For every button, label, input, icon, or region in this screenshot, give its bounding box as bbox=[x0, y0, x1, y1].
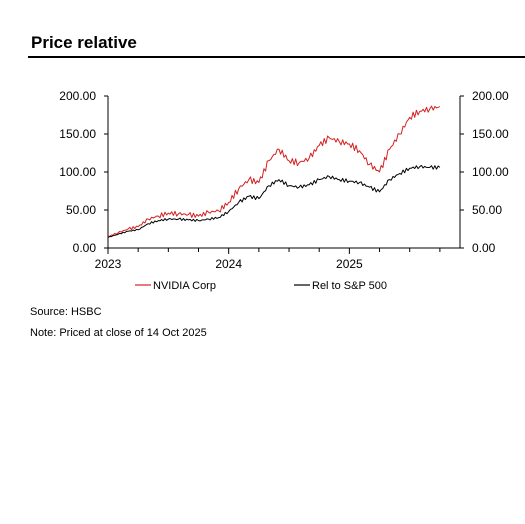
series-lines bbox=[107, 105, 441, 238]
y-tick-label-right: 200.00 bbox=[472, 89, 509, 103]
y-tick-label-left: 200.00 bbox=[59, 89, 96, 103]
source-note: Source: HSBC bbox=[30, 306, 102, 318]
x-tick-label: 2023 bbox=[95, 257, 122, 271]
series-line-rel-sp500 bbox=[107, 164, 441, 238]
x-tick-label: 2025 bbox=[336, 257, 363, 271]
y-tick-label-right: 0.00 bbox=[472, 241, 496, 255]
x-tick-label: 2024 bbox=[215, 257, 242, 271]
legend-label-rel-sp500: Rel to S&P 500 bbox=[312, 280, 387, 292]
legend-label-nvidia: NVIDIA Corp bbox=[153, 280, 216, 292]
y-tick-label-right: 150.00 bbox=[472, 127, 509, 141]
y-tick-label-left: 150.00 bbox=[59, 127, 96, 141]
price-relative-chart: 0.00 0.00 50.00 50.00 100.00 100.00 150.00 150.… bbox=[59, 89, 509, 292]
y-tick-label-left: 100.00 bbox=[59, 165, 96, 179]
axes: 0.00 0.00 50.00 50.00 100.00 100.00 150.00 150.… bbox=[59, 89, 509, 271]
series-line-nvidia bbox=[107, 105, 441, 238]
chart-title: Price relative bbox=[31, 33, 137, 52]
y-tick-label-right: 50.00 bbox=[472, 203, 502, 217]
y-tick-label-left: 50.00 bbox=[66, 203, 96, 217]
title-rule bbox=[28, 56, 525, 58]
price-note: Note: Priced at close of 14 Oct 2025 bbox=[30, 327, 207, 339]
y-tick-label-right: 100.00 bbox=[472, 165, 509, 179]
y-tick-label-left: 0.00 bbox=[73, 241, 97, 255]
legend: NVIDIA Corp Rel to S&P 500 bbox=[135, 280, 387, 292]
